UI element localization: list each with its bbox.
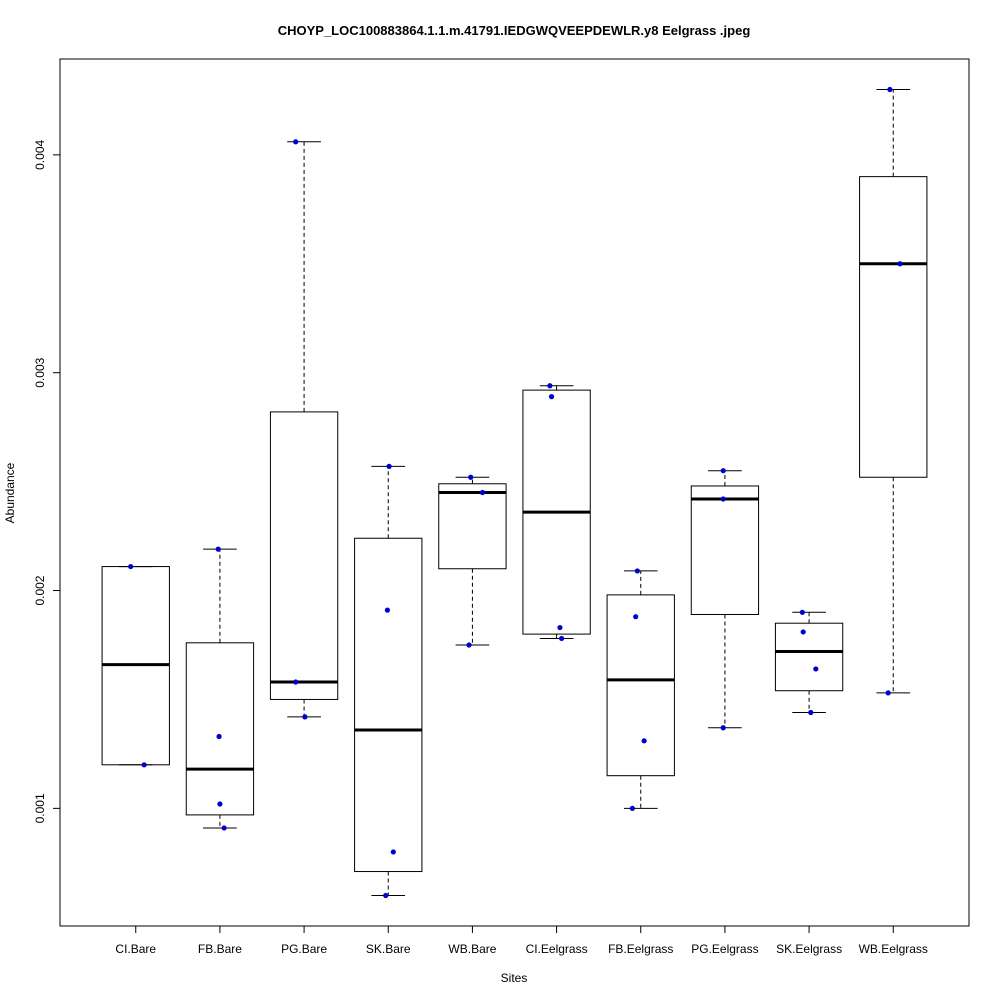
chart-title: CHOYP_LOC100883864.1.1.m.41791.IEDGWQVEE… xyxy=(278,23,751,38)
y-tick-label: 0.003 xyxy=(33,357,47,387)
x-tick-label: FB.Eelgrass xyxy=(608,942,673,956)
data-point xyxy=(293,139,299,145)
y-tick-label: 0.001 xyxy=(33,793,47,823)
data-point xyxy=(302,714,308,720)
x-tick-label: WB.Eelgrass xyxy=(859,942,928,956)
y-tick-label: 0.004 xyxy=(33,140,47,170)
plot-frame xyxy=(59,58,970,927)
data-point xyxy=(559,635,565,642)
x-tick-label: PG.Bare xyxy=(281,942,327,956)
points-layer xyxy=(128,86,903,899)
data-point xyxy=(479,489,486,496)
data-point xyxy=(813,666,819,672)
x-tick-label: CI.Eelgrass xyxy=(526,942,588,956)
y-axis: 0.001 0.002 0.003 0.004 xyxy=(33,140,60,823)
box-body xyxy=(354,537,423,873)
x-tick-label: FB.Bare xyxy=(198,942,242,956)
data-point xyxy=(293,679,299,685)
box-PG.Bare xyxy=(269,141,339,718)
data-point xyxy=(141,762,147,768)
x-tick-label: SK.Eelgrass xyxy=(776,942,842,956)
box-body xyxy=(269,411,339,700)
data-point xyxy=(634,568,640,574)
data-point xyxy=(885,690,891,696)
data-point xyxy=(887,86,893,93)
data-point xyxy=(390,849,396,855)
data-point xyxy=(384,607,391,613)
x-axis-label: Sites xyxy=(501,971,528,985)
data-point xyxy=(633,614,639,620)
boxes-layer xyxy=(101,88,928,897)
data-point xyxy=(720,496,726,502)
data-point xyxy=(800,629,806,635)
x-tick-label: PG.Eelgrass xyxy=(691,942,758,956)
y-axis-label: Abundance xyxy=(3,462,17,523)
data-point xyxy=(720,725,726,731)
data-point xyxy=(468,474,474,480)
box-SK.Eelgrass xyxy=(774,611,844,714)
box-body xyxy=(859,176,928,478)
data-point xyxy=(221,825,227,831)
data-point xyxy=(386,463,392,469)
y-tick-label: 0.002 xyxy=(33,575,47,605)
x-tick-label: CI.Bare xyxy=(115,942,156,956)
box-WB.Bare xyxy=(438,476,507,646)
data-point xyxy=(383,892,389,899)
data-point xyxy=(808,709,814,716)
box-WB.Eelgrass xyxy=(859,88,928,694)
box-body xyxy=(774,622,844,692)
data-point xyxy=(466,642,472,648)
x-tick-label: SK.Bare xyxy=(366,942,411,956)
data-point xyxy=(128,563,134,570)
x-tick-label: WB.Bare xyxy=(448,942,496,956)
data-point xyxy=(217,801,223,807)
data-point xyxy=(629,805,635,811)
box-CI.Eelgrass xyxy=(522,385,591,639)
box-SK.Bare xyxy=(354,465,423,897)
box-body xyxy=(690,485,760,615)
box-FB.Eelgrass xyxy=(606,570,675,809)
box-body xyxy=(185,642,255,816)
box-body xyxy=(438,483,507,570)
data-point xyxy=(557,624,563,631)
data-point xyxy=(641,738,647,744)
data-point xyxy=(215,546,221,552)
data-point xyxy=(799,609,805,615)
x-axis: CI.Bare FB.Bare PG.Bare SK.Bare WB.Bare CI.Ee… xyxy=(115,926,928,956)
box-CI.Bare xyxy=(101,566,170,766)
data-point xyxy=(216,733,222,740)
data-point xyxy=(720,468,726,474)
data-point xyxy=(547,383,553,389)
data-point xyxy=(897,261,903,267)
data-point xyxy=(548,394,555,400)
box-body xyxy=(606,594,675,777)
